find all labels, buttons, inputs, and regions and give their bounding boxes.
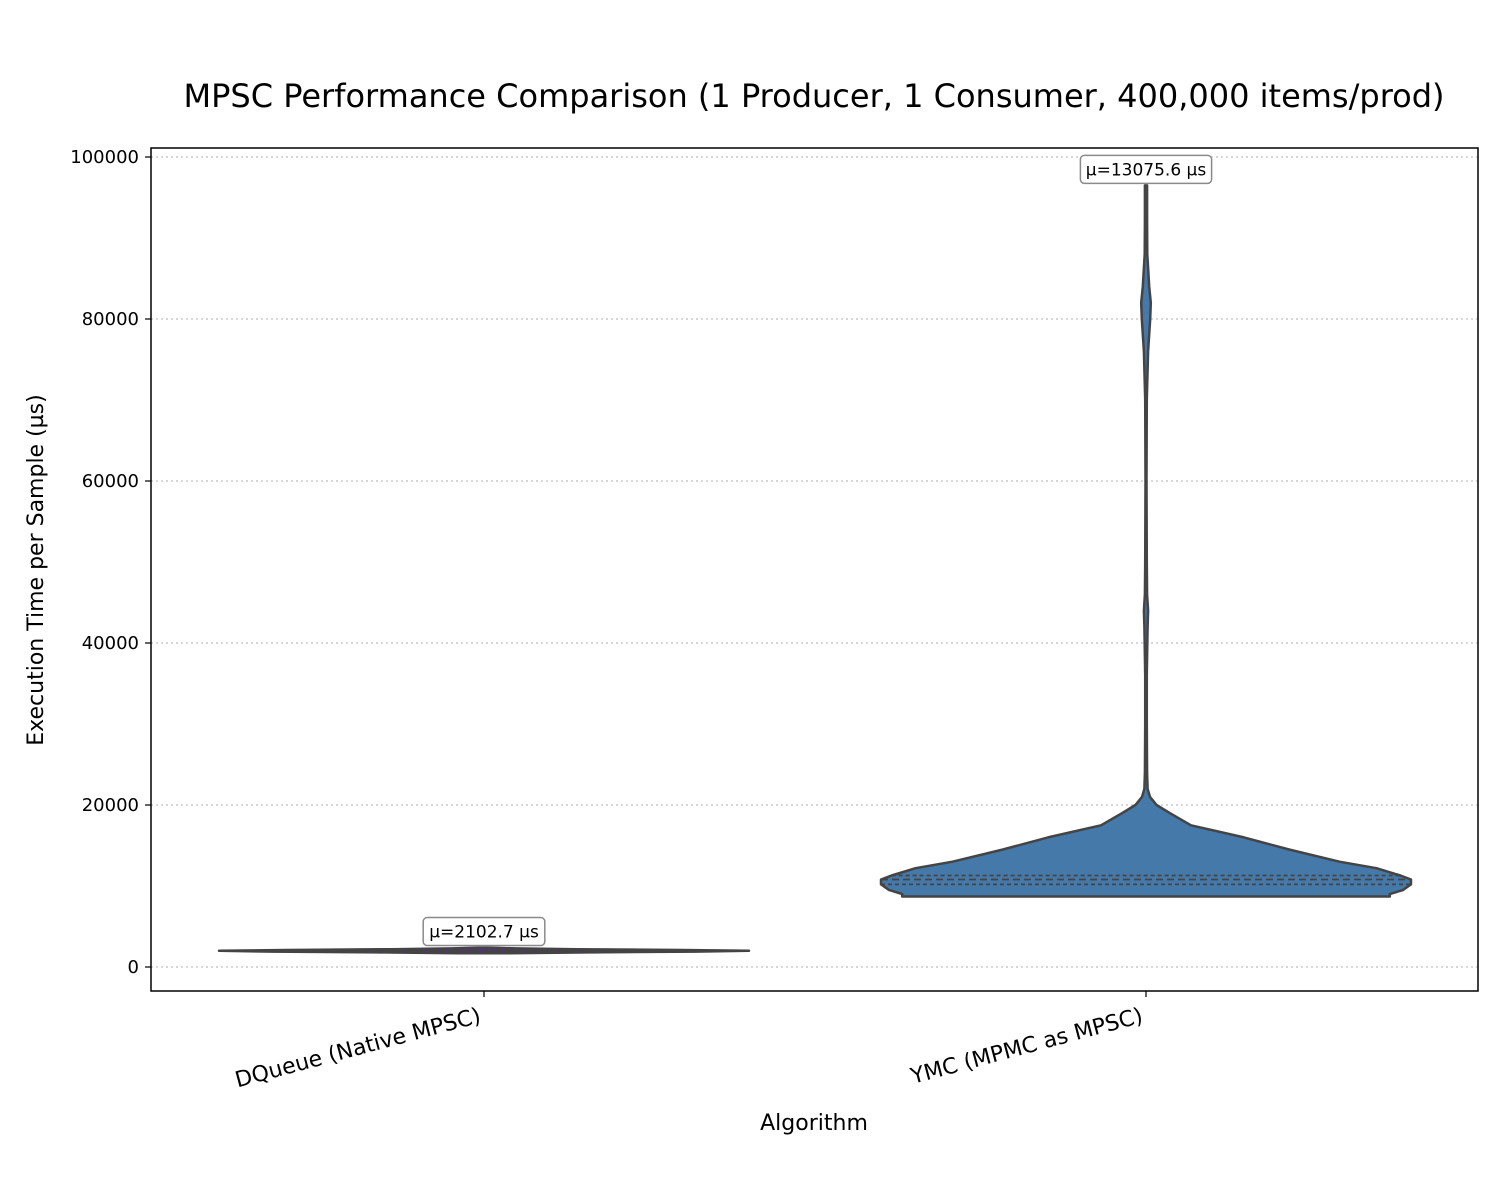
x-category-label: DQueue (Native MPSC) bbox=[233, 1004, 484, 1094]
y-tick-label: 80000 bbox=[82, 309, 139, 330]
y-tick-label: 20000 bbox=[82, 795, 139, 816]
y-tick-label: 0 bbox=[128, 957, 139, 978]
chart-title: MPSC Performance Comparison (1 Producer,… bbox=[183, 77, 1444, 115]
plot-frame bbox=[150, 147, 1479, 992]
x-axis-ticks: DQueue (Native MPSC) YMC (MPMC as MPSC) bbox=[233, 991, 1147, 1094]
y-tick-label: 60000 bbox=[82, 471, 139, 492]
violin-body bbox=[879, 184, 1413, 898]
x-axis-label: Algorithm bbox=[760, 1111, 868, 1136]
y-axis-label: Execution Time per Sample (µs) bbox=[24, 394, 49, 745]
mean-label-box bbox=[1079, 154, 1213, 185]
mean-annotations: µ=2102.7 µs µ=13075.6 µs bbox=[422, 154, 1213, 947]
y-axis-ticks: 0 20000 40000 60000 80000 100000 bbox=[70, 147, 151, 978]
x-category-label: YMC (MPMC as MPSC) bbox=[907, 1004, 1145, 1090]
y-tick-label: 40000 bbox=[82, 633, 139, 654]
violins bbox=[217, 184, 1413, 955]
mean-label: µ=13075.6 µs bbox=[1086, 160, 1207, 180]
mean-label-box bbox=[422, 916, 546, 947]
mean-label: µ=2102.7 µs bbox=[429, 923, 539, 943]
grid-lines bbox=[151, 156, 1478, 968]
y-tick-label: 100000 bbox=[70, 147, 139, 168]
